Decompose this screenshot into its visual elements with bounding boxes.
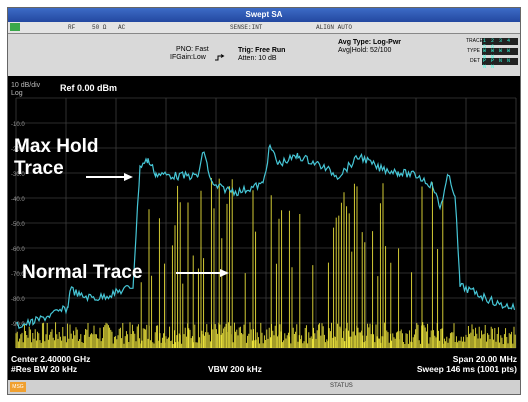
window-title: Swept SA <box>8 8 520 22</box>
pno-setting: PNO: Fast <box>176 46 209 53</box>
tick-label: -40.0 <box>11 197 25 203</box>
atten-setting: Atten: 10 dB <box>238 55 277 62</box>
ifgain-setting: IFGain:Low <box>170 54 206 61</box>
rf-input-label: RF <box>68 24 76 31</box>
trace-value: 1 2 3 4 5 6 <box>482 37 518 50</box>
settings-header: PNO: Fast IFGain:Low Trig: Free Run Atte… <box>8 34 520 76</box>
tick-label: -60.0 <box>11 247 25 253</box>
normal-trace-annotation: Normal Trace <box>22 262 143 283</box>
bottom-annotation-bar: Center 2.40000 GHz #Res BW 20 kHz VBW 20… <box>8 353 520 375</box>
normal-trace-path <box>15 178 516 348</box>
status-indicator-icon <box>10 23 20 31</box>
tick-label: -30.0 <box>11 172 25 178</box>
type-value: W W W W W W <box>482 47 518 60</box>
type-label: TYPE <box>466 48 480 54</box>
footer-status-bar: MSG STATUS <box>8 380 520 394</box>
status-bar: RF 50 Ω AC SENSE:INT ALIGN AUTO <box>8 22 520 34</box>
sense-label: SENSE:INT <box>230 24 263 31</box>
normal-trace-arrow-icon <box>176 269 229 277</box>
coupling-label: AC <box>118 24 126 31</box>
tick-label: -70.0 <box>11 272 25 278</box>
avg-hold-setting: Avg|Hold: 52/100 <box>338 47 392 54</box>
center-frequency: Center 2.40000 GHz <box>11 354 91 364</box>
det-value: P P N N N N <box>482 57 518 70</box>
normal-trace <box>15 178 516 348</box>
trigger-icon <box>215 54 225 61</box>
det-label: DET <box>470 58 480 64</box>
span: Span 20.00 MHz <box>452 354 517 364</box>
trigger-setting: Trig: Free Run <box>238 47 286 54</box>
tick-label: -50.0 <box>11 222 25 228</box>
align-label: ALIGN AUTO <box>316 24 353 31</box>
max-hold-annotation: Max Hold Trace <box>14 136 99 179</box>
avg-type-setting: Avg Type: Log-Pwr <box>338 39 401 46</box>
tick-label: -10.0 <box>11 122 25 128</box>
spectrum-svg: 10 dB/div Log Ref 0.00 dBm -10.0 -20.0 -30… <box>11 82 517 349</box>
reference-level: Ref 0.00 dBm <box>60 83 117 93</box>
vbw: VBW 200 kHz <box>208 364 262 374</box>
scale-per-div: 10 dB/div <box>11 82 41 89</box>
trace-panel: TRACE 1 2 3 4 5 6 TYPE W W W W W W DET P P … <box>466 37 518 70</box>
max-hold-arrow-icon <box>86 173 133 181</box>
impedance-label: 50 Ω <box>92 24 107 31</box>
tick-label: -20.0 <box>11 147 25 153</box>
sweep-time: Sweep 146 ms (1001 pts) <box>416 364 517 374</box>
status-label: STATUS <box>330 383 353 389</box>
scale-mode: Log <box>11 90 23 97</box>
tick-label: -80.0 <box>11 297 25 303</box>
msg-indicator[interactable]: MSG <box>10 382 26 392</box>
res-bw: #Res BW 20 kHz <box>11 364 78 374</box>
spectrum-display: 10 dB/div Log Ref 0.00 dBm -10.0 -20.0 -30… <box>8 76 520 362</box>
analyzer-window: Swept SA RF 50 Ω AC SENSE:INT ALIGN AUTO… <box>8 8 520 394</box>
max-hold-trace <box>15 143 516 329</box>
trace-label: TRACE <box>466 38 483 44</box>
